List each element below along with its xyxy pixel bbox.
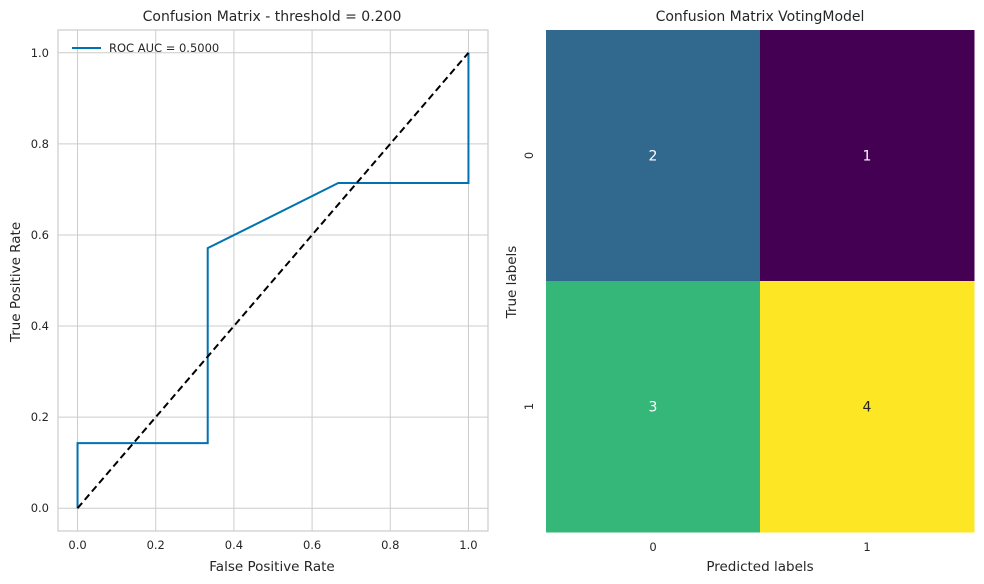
roc-ticks: 0.0 0.2 0.4 0.6 0.8 1.0 0.0 0.2 0.4 0.6 0.8 1.0 <box>31 46 478 552</box>
roc-diagonal-line <box>76 52 470 509</box>
cm-cell <box>546 30 761 282</box>
roc-lines <box>76 52 470 509</box>
cm-cell-value: 3 <box>649 400 658 416</box>
cm-ytick-label: 0 <box>522 152 536 159</box>
roc-xtick-label: 0.4 <box>225 538 243 552</box>
cm-cell <box>760 281 975 533</box>
roc-xlabel: False Positive Rate <box>209 559 334 575</box>
cm-ticks: 0 1 0 1 <box>522 152 871 554</box>
cm-ytick-label: 1 <box>522 403 536 410</box>
roc-ytick-label: 0.6 <box>31 228 49 242</box>
roc-xtick-label: 1.0 <box>459 538 477 552</box>
roc-xtick-label: 0.8 <box>381 538 399 552</box>
roc-ylabel: True Positive Rate <box>8 222 24 343</box>
roc-title: Confusion Matrix - threshold = 0.200 <box>143 9 402 25</box>
cm-cell-value: 1 <box>863 149 872 165</box>
roc-chart: Confusion Matrix - threshold = 0.200 0.0… <box>8 9 489 575</box>
roc-ytick-label: 0.4 <box>31 319 49 333</box>
cm-xlabel: Predicted labels <box>706 559 813 575</box>
cm-cell <box>760 30 975 282</box>
cm-cells: 2 1 3 4 <box>546 30 975 533</box>
legend-label-roc: ROC AUC = 0.5000 <box>109 41 219 55</box>
roc-frame <box>57 29 489 532</box>
cm-title: Confusion Matrix VotingModel <box>656 9 865 25</box>
cm-cell-value: 4 <box>863 400 872 416</box>
roc-xtick-label: 0.2 <box>147 538 165 552</box>
cm-xtick-label: 0 <box>649 540 656 554</box>
cm-xtick-label: 1 <box>863 540 870 554</box>
cm-ylabel: True labels <box>504 246 520 320</box>
roc-ytick-label: 0.0 <box>31 501 49 515</box>
roc-legend: ROC AUC = 0.5000 <box>72 41 219 55</box>
cm-cell <box>546 281 761 533</box>
roc-xtick-label: 0.6 <box>303 538 321 552</box>
roc-xtick-label: 0.0 <box>68 538 86 552</box>
confusion-matrix-chart: Confusion Matrix VotingModel 2 1 3 4 0 1 0 1 P… <box>504 9 975 575</box>
roc-curve-line <box>76 52 470 509</box>
roc-ytick-label: 1.0 <box>31 46 49 60</box>
roc-ytick-label: 0.2 <box>31 410 49 424</box>
roc-ytick-label: 0.8 <box>31 137 49 151</box>
cm-cell-value: 2 <box>649 149 658 165</box>
